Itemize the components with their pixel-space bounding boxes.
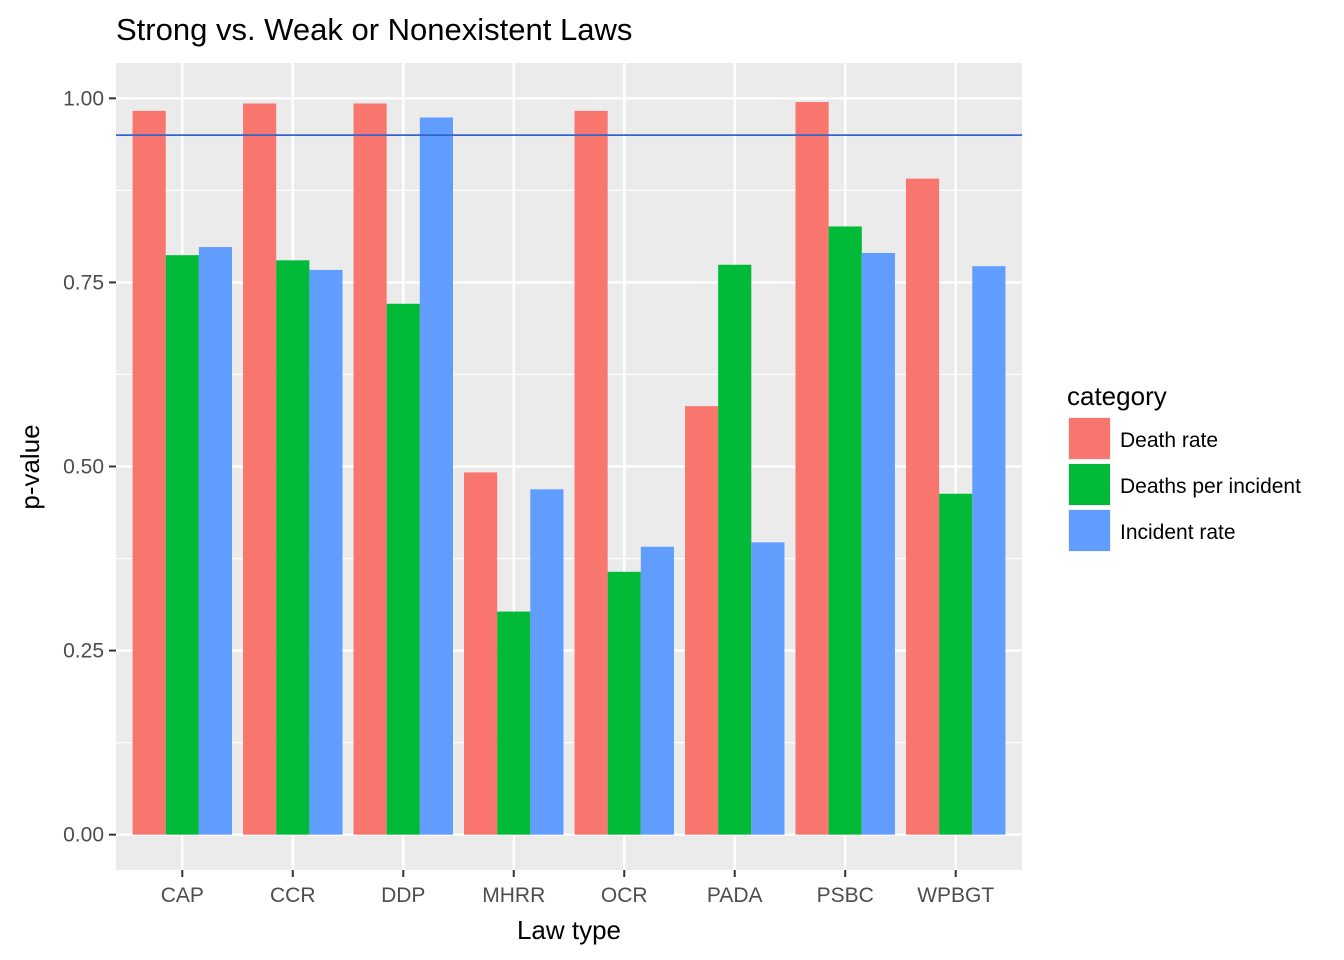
- y-tick-label: 0.75: [63, 271, 104, 294]
- y-tick-label: 0.25: [63, 640, 104, 663]
- bar-pada-2: [751, 542, 785, 835]
- bar-cap-2: [198, 247, 233, 835]
- x-tick-label: CCR: [270, 884, 316, 907]
- legend-title: category: [1067, 381, 1167, 411]
- x-tick-label: DDP: [381, 884, 425, 907]
- bar-wpbgt-1: [939, 493, 973, 835]
- bar-mhrr-0: [464, 472, 498, 835]
- bar-ocr-1: [607, 571, 641, 835]
- legend-label: Deaths per incident: [1120, 475, 1301, 498]
- legend-key: [1069, 464, 1110, 505]
- bar-mhrr-1: [497, 611, 531, 835]
- y-tick-label: 0.50: [63, 456, 104, 479]
- legend-label: Incident rate: [1120, 521, 1236, 544]
- bar-wpbgt-0: [905, 178, 940, 835]
- bar-ccr-1: [276, 260, 310, 835]
- bar-wpbgt-2: [972, 266, 1006, 835]
- bar-cap-1: [165, 255, 199, 835]
- x-axis: CAP CCR DDP MHRR OCR PADA PSBC WPBGT: [161, 870, 994, 907]
- chart-title: Strong vs. Weak or Nonexistent Laws: [116, 12, 632, 47]
- bar-ddp-2: [419, 117, 453, 835]
- bar-cap-0: [132, 110, 166, 835]
- legend-label: Death rate: [1120, 429, 1218, 452]
- x-tick-label: PADA: [707, 884, 763, 907]
- legend-key: [1069, 510, 1110, 551]
- legend-key: [1069, 418, 1110, 459]
- bar-psbc-1: [828, 226, 862, 835]
- bar-ocr-0: [574, 110, 608, 835]
- x-tick-label: MHRR: [482, 884, 545, 907]
- y-axis-title: p-value: [15, 424, 45, 509]
- x-axis-title: Law type: [517, 915, 621, 945]
- bar-psbc-0: [795, 102, 829, 835]
- bar-ddp-0: [353, 103, 387, 835]
- bar-ccr-0: [243, 103, 277, 835]
- legend: category Death rate Deaths per incident In…: [1067, 381, 1301, 552]
- bar-psbc-2: [861, 252, 895, 835]
- bar-pada-0: [685, 406, 719, 835]
- bar-pada-1: [718, 264, 752, 835]
- bar-ccr-2: [309, 269, 343, 835]
- x-tick-label: CAP: [161, 884, 204, 907]
- x-tick-label: OCR: [601, 884, 648, 907]
- y-axis: 0.00 0.25 0.50 0.75 1.00: [63, 87, 116, 847]
- bar-mhrr-2: [530, 489, 564, 835]
- y-tick-label: 0.00: [63, 824, 104, 847]
- x-tick-label: PSBC: [817, 884, 874, 907]
- y-tick-label: 1.00: [63, 87, 104, 110]
- bar-ocr-2: [640, 546, 674, 835]
- bar-ddp-1: [386, 303, 420, 835]
- x-tick-label: WPBGT: [917, 884, 994, 907]
- bars: [132, 102, 1006, 835]
